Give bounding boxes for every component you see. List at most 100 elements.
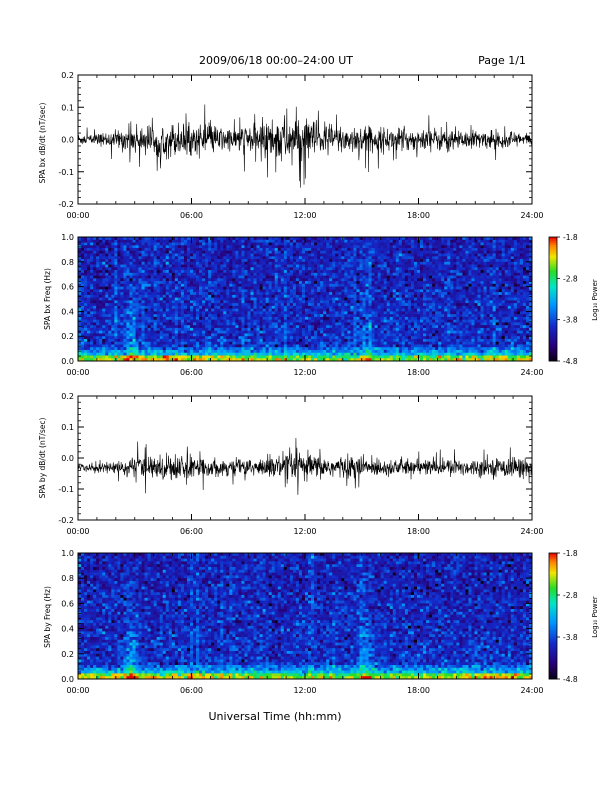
panel-bx-spectrogram-cell [280, 272, 285, 276]
panel-bx-spectrogram-cell [301, 272, 306, 276]
panel-bx-spectrogram-cell [253, 261, 257, 265]
panel-bx-spectrogram-cell [214, 256, 218, 260]
panel-bx-spectrogram-cell [262, 344, 267, 348]
panel-bx-spectrogram-cell [132, 325, 136, 329]
panel-bx-spectrogram-cell [93, 270, 97, 274]
panel-bx-spectrogram-cell [338, 333, 342, 337]
panel-bx-spectrogram-cell [380, 352, 385, 356]
panel-bx-spectrogram-cell [147, 336, 151, 340]
panel-bx-spectrogram-cell [199, 267, 203, 271]
panel-bx-spectrogram-cell [138, 237, 142, 241]
panel-bx-spectrogram-cell [102, 327, 106, 332]
panel-bx-spectrogram-cell [153, 286, 158, 290]
panel-bx-spectrogram-cell [392, 338, 397, 343]
panel-bx-spectrogram-cell [183, 256, 188, 260]
panel-bx-spectrogram-cell [114, 352, 118, 356]
panel-bx-spectrogram-cell [329, 261, 333, 265]
panel-bx-spectrogram-cell [332, 308, 336, 312]
panel-bx-spectrogram-cell [211, 278, 215, 282]
panel-bx-spectrogram-cell [344, 264, 348, 268]
panel-bx-spectrogram-cell [308, 316, 312, 321]
panel-bx-spectrogram-cell [383, 294, 388, 298]
panel-bx-spectrogram-cell [262, 292, 267, 296]
panel-bx-spectrogram-cell [259, 325, 263, 329]
panel-bx-spectrogram-cell [377, 286, 382, 290]
panel-bx-spectrogram-cell [123, 338, 127, 343]
panel-bx-spectrogram-cell [371, 259, 375, 263]
panel-bx-spectrogram-cell [174, 330, 179, 334]
panel-bx-spectrogram-cell [208, 275, 212, 279]
panel-bx-spectrogram-cell [326, 349, 330, 354]
panel-bx-spectrogram-cell [253, 358, 257, 362]
panel-bx-spectrogram-cell [93, 355, 97, 359]
panel-bx-spectrogram-cell [186, 272, 191, 276]
panel-bx-spectrogram-cell [205, 267, 209, 271]
panel-bx-spectrogram-cell [305, 245, 309, 249]
panel-bx-spectrogram-cell [183, 338, 188, 343]
panel-bx-spectrogram-cell [356, 294, 360, 298]
panel-bx-spectrogram-cell [371, 300, 375, 304]
panel-bx-spectrogram-cell [389, 292, 394, 296]
panel-bx-spectrogram-cell [383, 314, 388, 318]
panel-bx-spectrogram-cell [286, 275, 291, 279]
panel-bx-spectrogram-cell [298, 250, 303, 254]
panel-bx-spectrogram-cell [265, 253, 270, 257]
panel-bx-spectrogram-cell [183, 308, 188, 312]
panel-bx-spectrogram-cell [90, 305, 94, 309]
panel-bx-spectrogram-cell [120, 349, 124, 354]
panel-bx-spectrogram-cell [96, 270, 100, 274]
panel-bx-spectrogram-cell [126, 327, 130, 332]
panel-bx-spectrogram-cell [180, 259, 185, 263]
panel-bx-spectrogram-cell [186, 286, 191, 290]
panel-bx-spectrogram-cell [368, 341, 372, 345]
panel-bx-spectrogram-cell [138, 347, 142, 351]
panel-bx-spectrogram-cell [235, 286, 239, 290]
panel-bx-spectrogram-cell [208, 250, 212, 254]
panel-bx-spectrogram-cell [217, 303, 221, 307]
panel-bx-spectrogram-cell [229, 300, 233, 304]
panel-bx-spectrogram-cell [96, 305, 100, 309]
panel-bx-spectrogram-cell [186, 300, 191, 304]
panel-bx-spectrogram-cell [323, 300, 327, 304]
panel-bx-spectrogram-cell [235, 256, 239, 260]
panel-bx-spectrogram-cell [126, 261, 130, 265]
panel-bx-spectrogram-cell [199, 278, 203, 282]
panel-bx-spectrogram-cell [253, 316, 257, 321]
panel-bx-spectrogram-cell [247, 341, 251, 345]
panel-bx-spectrogram-cell [241, 242, 245, 246]
panel-bx-spectrogram-cell [286, 294, 291, 298]
panel-bx-spectrogram-cell [244, 283, 248, 287]
panel-bx-spectrogram-cell [353, 275, 357, 279]
panel-bx-spectrogram-cell [277, 349, 282, 354]
panel-bx-spectrogram-cell [326, 308, 330, 312]
panel-bx-spectrogram-cell [289, 261, 294, 265]
panel-bx-spectrogram-cell [292, 300, 297, 304]
panel-bx-spectrogram-cell [301, 336, 306, 340]
panel-bx-spectrogram-cell [359, 352, 363, 356]
panel-bx-spectrogram-cell [84, 289, 88, 293]
panel-bx-spectrogram-cell [171, 281, 176, 285]
panel-bx-spectrogram-cell [326, 289, 330, 293]
panel-bx-spectrogram-cell [341, 281, 345, 285]
panel-bx-spectrogram-cell [229, 358, 233, 362]
panel-bx-spectrogram-cell [305, 239, 309, 243]
panel-bx-spectrogram-cell [280, 338, 285, 343]
panel-bx-spectrogram-cell [271, 250, 276, 254]
panel-bx-spectrogram-cell [159, 294, 164, 298]
panel-bx-spectrogram-cell [220, 300, 224, 304]
panel-bx-spectrogram-cell [247, 283, 251, 287]
panel-bx-spectrogram-cell [232, 333, 236, 337]
panel-bx-spectrogram-cell [226, 261, 230, 265]
panel-bx-spectrogram-cell [171, 250, 176, 254]
panel-bx-spectrogram-cell [253, 248, 257, 252]
panel-bx-spectrogram-cell [208, 352, 212, 356]
panel-bx-spectrogram-cell [205, 259, 209, 263]
panel-bx-spectrogram-cell [90, 333, 94, 337]
panel-bx-dbdt-ylabel: SPA bx dB/dt (nT/sec) [38, 103, 47, 184]
panel-bx-spectrogram-cell [174, 242, 179, 246]
panel-bx-spectrogram-cell [129, 344, 133, 348]
panel-bx-spectrogram-cell [126, 283, 130, 287]
panel-bx-spectrogram-cell [205, 325, 209, 329]
panel-bx-spectrogram-cell [301, 248, 306, 252]
panel-bx-spectrogram-cell [186, 289, 191, 293]
